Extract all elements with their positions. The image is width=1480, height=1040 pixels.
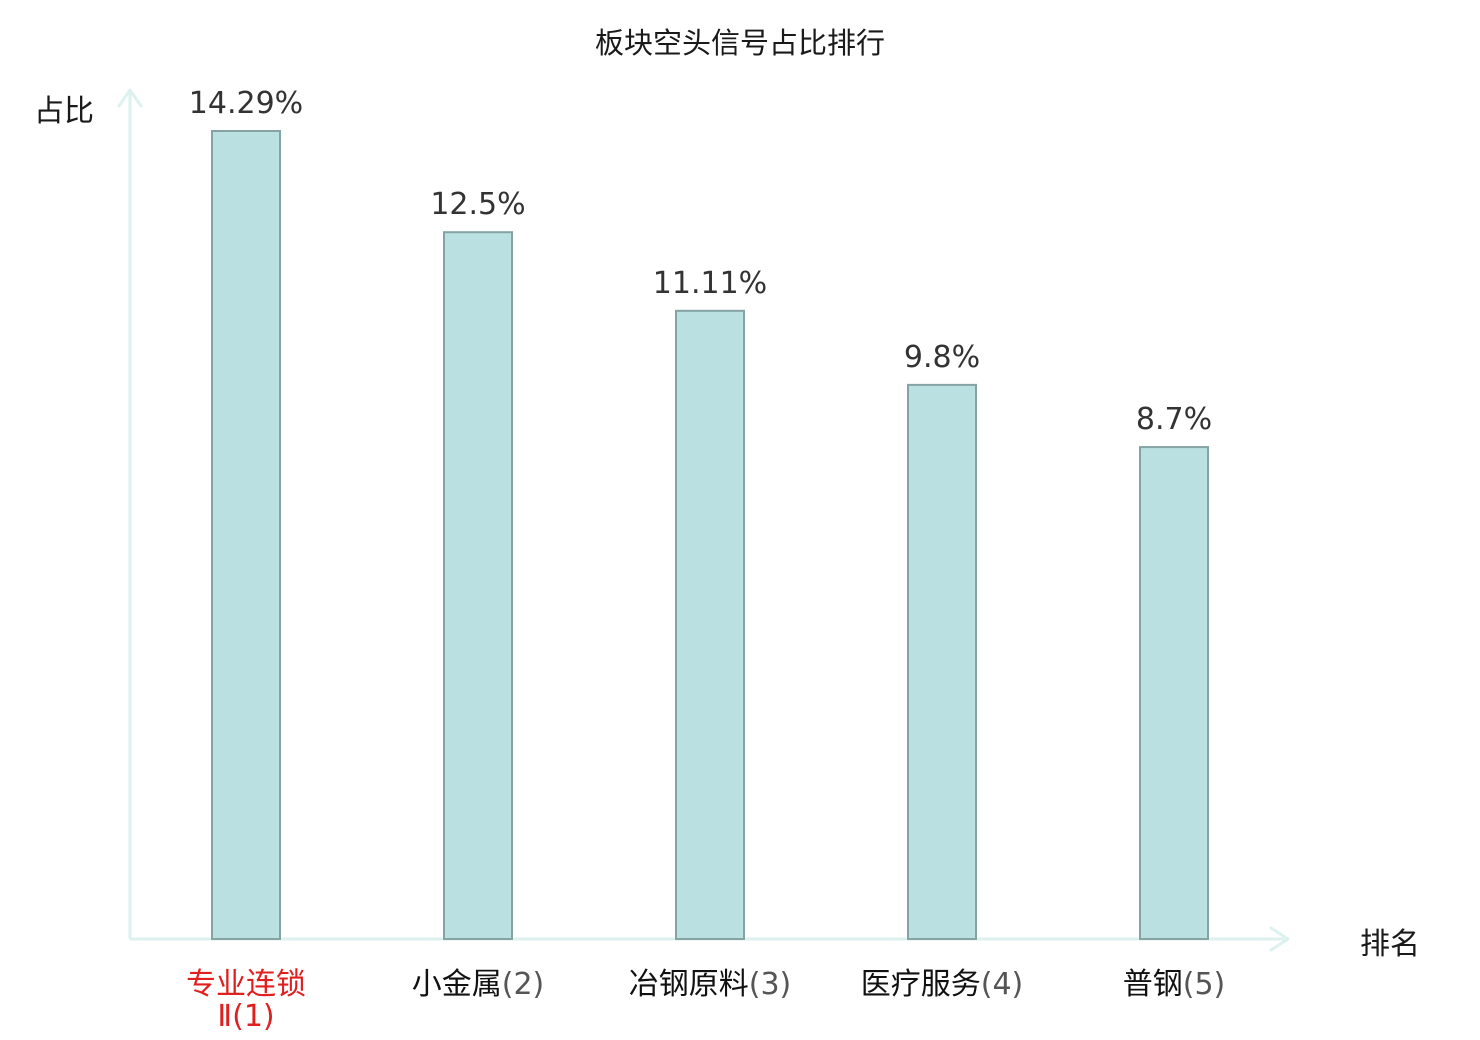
bar <box>907 383 977 940</box>
category-name: 医疗服务 <box>861 967 981 1002</box>
value-label: 11.11% <box>653 266 767 301</box>
value-label: 9.8% <box>904 340 980 375</box>
value-label: 14.29% <box>189 86 303 121</box>
category-label-rank: Ⅱ(1) <box>217 999 274 1034</box>
category-rank: (5) <box>1183 967 1226 1002</box>
value-label: 12.5% <box>430 187 525 222</box>
value-label: 8.7% <box>1136 402 1212 437</box>
x-axis-arrow-icon <box>1269 926 1290 952</box>
bar <box>675 309 745 940</box>
category-label: 小金属(2) <box>412 967 545 1002</box>
category-rank: (3) <box>749 967 792 1002</box>
category-name: 冶钢原料 <box>629 967 749 1002</box>
category-rank: (4) <box>981 967 1024 1002</box>
bar <box>443 231 513 940</box>
category-name: 小金属 <box>412 967 502 1002</box>
value-labels: 14.29% 12.5% 11.11% 9.8% 8.7% <box>189 86 1212 437</box>
bars <box>211 130 1209 940</box>
category-label: 医疗服务(4) <box>861 967 1024 1002</box>
bar <box>1139 446 1209 940</box>
x-axis-title: 排名 <box>1360 927 1420 962</box>
chart-title: 板块空头信号占比排行 <box>595 26 885 60</box>
category-label: 冶钢原料(3) <box>629 967 792 1002</box>
category-name: 普钢 <box>1123 967 1183 1002</box>
category-label: 普钢(5) <box>1123 967 1226 1002</box>
category-rank: (2) <box>502 967 545 1002</box>
category-label: 专业连锁 <box>186 967 306 1002</box>
y-axis-arrow-icon <box>117 88 143 108</box>
bar <box>211 130 281 940</box>
y-axis-title: 占比 <box>34 94 94 129</box>
